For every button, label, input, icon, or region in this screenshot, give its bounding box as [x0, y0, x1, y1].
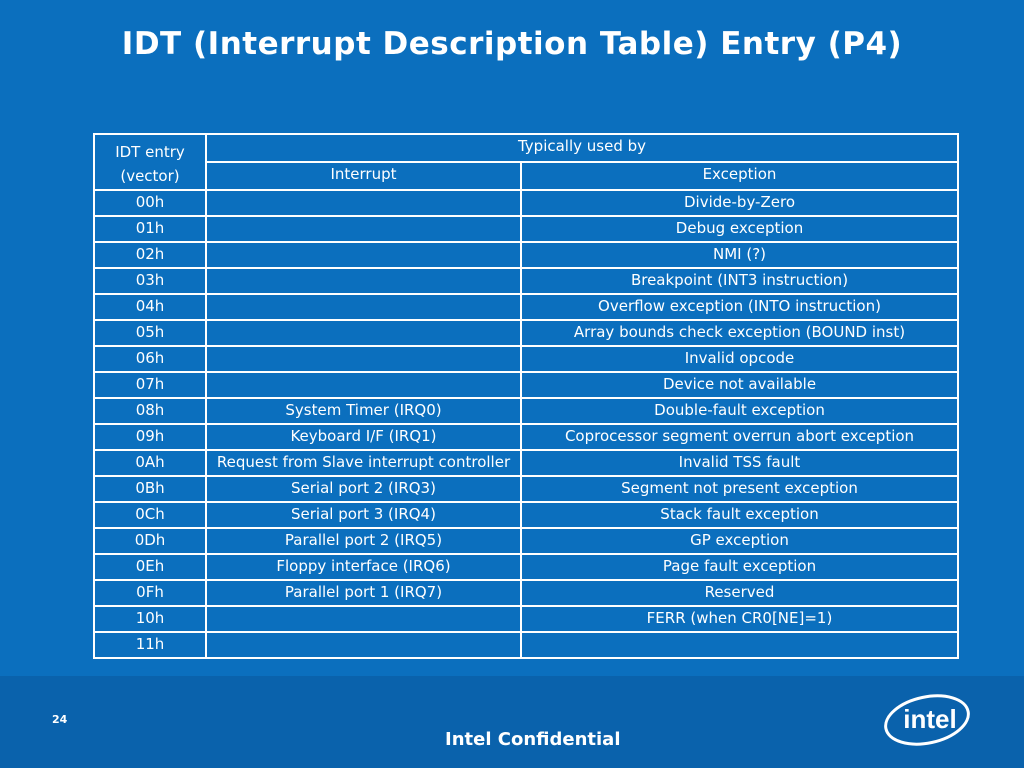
vector-cell: 10h: [93, 605, 207, 633]
exception-cell: Device not available: [520, 371, 959, 399]
header-interrupt: Interrupt: [205, 161, 522, 191]
interrupt-cell: [205, 267, 522, 295]
vector-cell: 0Fh: [93, 579, 207, 607]
table-row: 08h System Timer (IRQ0) Double-fault excep…: [93, 397, 959, 425]
exception-cell: GP exception: [520, 527, 959, 555]
interrupt-cell: [205, 371, 522, 399]
table-row: 0Eh Floppy interface (IRQ6) Page fault exc…: [93, 553, 959, 581]
interrupt-cell: [205, 605, 522, 633]
vector-cell: 00h: [93, 189, 207, 217]
vector-cell: 04h: [93, 293, 207, 321]
exception-cell: Divide-by-Zero: [520, 189, 959, 217]
exception-cell: FERR (when CR0[NE]=1): [520, 605, 959, 633]
vector-cell: 05h: [93, 319, 207, 347]
interrupt-cell: [205, 293, 522, 321]
vector-cell: 0Dh: [93, 527, 207, 555]
intel-logo: intel: [884, 694, 970, 746]
interrupt-cell: Serial port 3 (IRQ4): [205, 501, 522, 529]
vector-cell: 0Ch: [93, 501, 207, 529]
exception-cell: Invalid opcode: [520, 345, 959, 373]
table-body: 00h Divide-by-Zero 01h Debug exception 02h NM…: [93, 189, 959, 659]
interrupt-cell: Floppy interface (IRQ6): [205, 553, 522, 581]
table-row: 07h Device not available: [93, 371, 959, 399]
table-row: 0Dh Parallel port 2 (IRQ5) GP exception: [93, 527, 959, 555]
exception-cell: Array bounds check exception (BOUND inst…: [520, 319, 959, 347]
interrupt-cell: Keyboard I/F (IRQ1): [205, 423, 522, 451]
vector-cell: 06h: [93, 345, 207, 373]
interrupt-cell: [205, 189, 522, 217]
interrupt-cell: [205, 319, 522, 347]
header-row-2: Interrupt Exception: [94, 161, 959, 191]
table-row: 04h Overflow exception (INTO instruction): [93, 293, 959, 321]
header-vector-cell: IDT entry (vector): [93, 133, 207, 191]
vector-cell: 01h: [93, 215, 207, 243]
table-row: 11h: [93, 631, 959, 659]
table-row: 0Fh Parallel port 1 (IRQ7) Reserved: [93, 579, 959, 607]
table-header: IDT entry (vector) Typically used by Int…: [93, 133, 959, 191]
header-vector-line1: IDT entry: [115, 143, 185, 161]
table-row: 0Ch Serial port 3 (IRQ4) Stack fault excep…: [93, 501, 959, 529]
header-typically-used-by: Typically used by: [205, 133, 959, 163]
exception-cell: Stack fault exception: [520, 501, 959, 529]
table-row: 01h Debug exception: [93, 215, 959, 243]
table-row: 0Ah Request from Slave interrupt controll…: [93, 449, 959, 477]
vector-cell: 03h: [93, 267, 207, 295]
interrupt-cell: [205, 345, 522, 373]
idt-table: IDT entry (vector) Typically used by Int…: [93, 133, 959, 659]
table-row: 05h Array bounds check exception (BOUND i…: [93, 319, 959, 347]
interrupt-cell: [205, 215, 522, 243]
vector-cell: 11h: [93, 631, 207, 659]
exception-cell: Breakpoint (INT3 instruction): [520, 267, 959, 295]
interrupt-cell: Parallel port 1 (IRQ7): [205, 579, 522, 607]
interrupt-cell: Parallel port 2 (IRQ5): [205, 527, 522, 555]
interrupt-cell: System Timer (IRQ0): [205, 397, 522, 425]
exception-cell: Overflow exception (INTO instruction): [520, 293, 959, 321]
table-row: 10h FERR (when CR0[NE]=1): [93, 605, 959, 633]
vector-cell: 08h: [93, 397, 207, 425]
vector-cell: 0Eh: [93, 553, 207, 581]
exception-cell: Page fault exception: [520, 553, 959, 581]
exception-cell: NMI (?): [520, 241, 959, 269]
header-row-1: IDT entry (vector) Typically used by: [93, 133, 959, 191]
exception-cell: Segment not present exception: [520, 475, 959, 503]
vector-cell: 02h: [93, 241, 207, 269]
vector-cell: 0Bh: [93, 475, 207, 503]
header-exception: Exception: [520, 161, 959, 191]
exception-cell: Coprocessor segment overrun abort except…: [520, 423, 959, 451]
table-row: 06h Invalid opcode: [93, 345, 959, 373]
interrupt-cell: Request from Slave interrupt controller: [205, 449, 522, 477]
header-vector-line2: (vector): [120, 167, 180, 185]
table-row: 03h Breakpoint (INT3 instruction): [93, 267, 959, 295]
interrupt-cell: [205, 631, 522, 659]
interrupt-cell: [205, 241, 522, 269]
exception-cell: Reserved: [520, 579, 959, 607]
slide-title: IDT (Interrupt Description Table) Entry …: [121, 26, 903, 62]
table-row: 0Bh Serial port 2 (IRQ3) Segment not prese…: [93, 475, 959, 503]
table-row: 00h Divide-by-Zero: [93, 189, 959, 217]
vector-cell: 0Ah: [93, 449, 207, 477]
page-number: 24: [52, 713, 68, 726]
vector-cell: 09h: [93, 423, 207, 451]
exception-cell: Invalid TSS fault: [520, 449, 959, 477]
idt-table-container: IDT entry (vector) Typically used by Int…: [93, 133, 959, 659]
interrupt-cell: Serial port 2 (IRQ3): [205, 475, 522, 503]
footer-band: [0, 676, 1024, 768]
exception-cell: Double-fault exception: [520, 397, 959, 425]
exception-cell: Debug exception: [520, 215, 959, 243]
exception-cell: [520, 631, 959, 659]
table-row: 09h Keyboard I/F (IRQ1) Coprocessor segmen…: [93, 423, 959, 451]
intel-logo-text: intel: [903, 704, 956, 734]
vector-cell: 07h: [93, 371, 207, 399]
confidential-label: Intel Confidential: [445, 729, 621, 750]
table-row: 02h NMI (?): [93, 241, 959, 269]
